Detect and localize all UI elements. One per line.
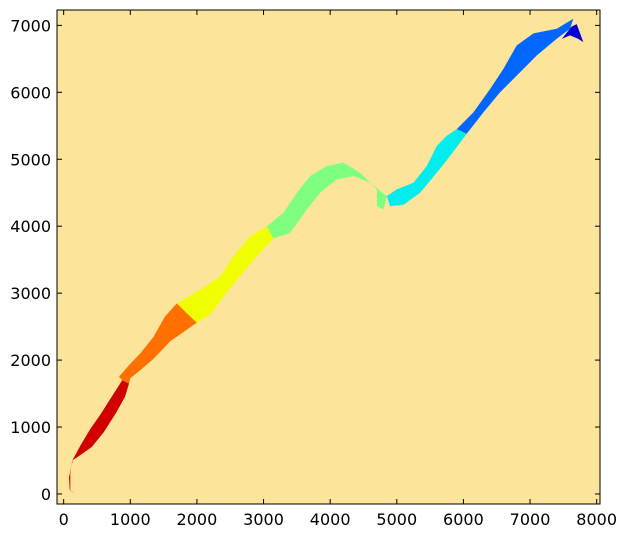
x-axis: 0 1000 2000 3000 4000 5000 6000 7000 8000 bbox=[59, 10, 617, 529]
x-tick-label: 8000 bbox=[576, 510, 617, 529]
river-region-5 bbox=[386, 129, 467, 207]
x-tick-label: 0 bbox=[59, 510, 69, 529]
river-region-4 bbox=[266, 162, 387, 239]
river-region-6 bbox=[456, 18, 574, 134]
region-layer bbox=[69, 18, 584, 494]
plot-frame bbox=[56, 9, 601, 505]
x-tick-label: 4000 bbox=[310, 510, 351, 529]
river-region-7 bbox=[562, 24, 584, 43]
x-tick-label: 2000 bbox=[177, 510, 218, 529]
x-tick-label: 3000 bbox=[243, 510, 284, 529]
y-tick-label: 1000 bbox=[10, 418, 51, 437]
river-region-1 bbox=[69, 380, 129, 494]
y-tick-label: 7000 bbox=[10, 16, 51, 35]
y-tick-label: 6000 bbox=[10, 83, 51, 102]
y-tick-label: 0 bbox=[41, 485, 51, 504]
river-region-3 bbox=[176, 226, 274, 323]
plot-area bbox=[57, 10, 600, 504]
x-tick-label: 7000 bbox=[510, 510, 551, 529]
river-region-2 bbox=[119, 303, 197, 384]
y-axis: 0 1000 2000 3000 4000 5000 6000 7000 bbox=[10, 16, 600, 504]
y-tick-label: 3000 bbox=[10, 284, 51, 303]
y-tick-label: 5000 bbox=[10, 150, 51, 169]
y-tick-label: 2000 bbox=[10, 351, 51, 370]
x-tick-label: 6000 bbox=[443, 510, 484, 529]
y-tick-label: 4000 bbox=[10, 217, 51, 236]
x-tick-label: 5000 bbox=[376, 510, 417, 529]
x-tick-label: 1000 bbox=[110, 510, 151, 529]
